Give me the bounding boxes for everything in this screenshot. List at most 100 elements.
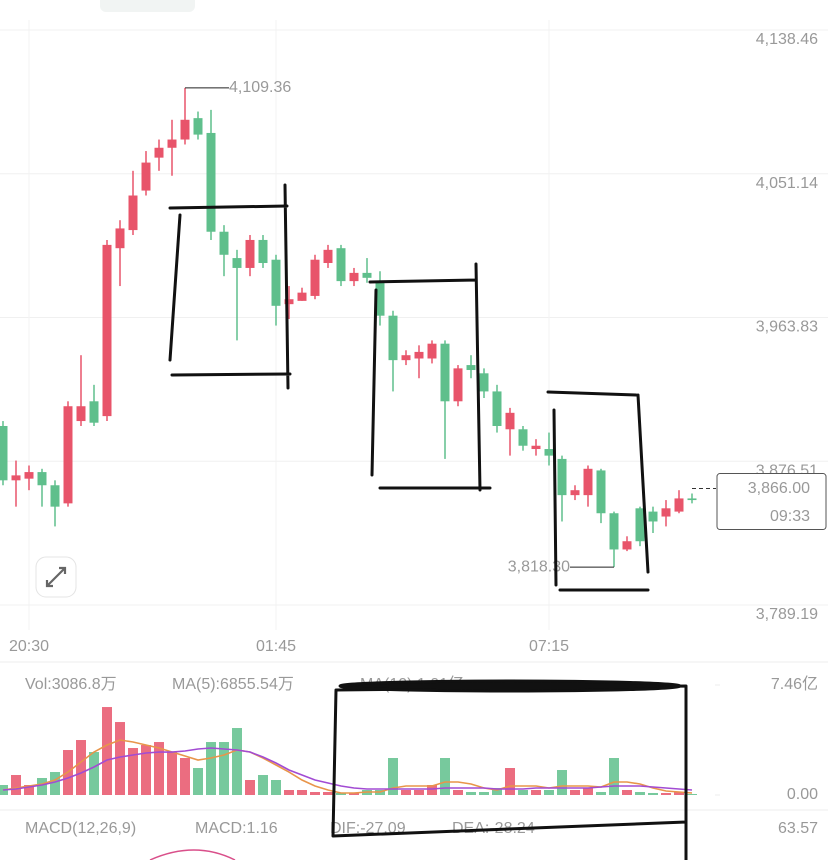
candle-body — [349, 272, 359, 282]
volume-bar — [310, 792, 320, 795]
candle-body — [583, 468, 593, 496]
legend-entry: MACD:1.16 — [195, 820, 278, 837]
candle-body — [206, 132, 216, 232]
volume-bar — [219, 742, 229, 795]
hand-box — [168, 183, 292, 390]
candle-body — [362, 272, 372, 278]
candle-body — [271, 259, 281, 306]
x-tick-label: 20:30 — [9, 638, 49, 655]
candle-body — [128, 195, 138, 231]
expand-icon — [45, 566, 67, 588]
volume-bar — [648, 792, 658, 795]
volume-bar — [466, 792, 476, 795]
y-tick-label: 3,789.19 — [756, 606, 818, 623]
candle-body — [180, 119, 190, 140]
volume-bar — [24, 785, 34, 795]
legend-entry: Vol:3086.8万 — [25, 676, 117, 693]
ma-line — [2, 747, 693, 791]
candle-body — [440, 343, 450, 402]
volume-bar — [37, 777, 47, 795]
volume-bar — [128, 748, 138, 795]
legend-entry: MACD(12,26,9) — [25, 820, 136, 837]
candle-body — [11, 475, 21, 481]
volume-bar — [271, 780, 281, 795]
candle-body — [453, 368, 463, 402]
candle-body — [609, 513, 619, 550]
volume-bar — [193, 768, 203, 795]
annotation: 4,109.36 — [229, 79, 291, 96]
volume-bar — [505, 768, 515, 795]
candle-body — [63, 406, 73, 504]
annotation: 3,818.30 — [508, 558, 570, 575]
volume-bar — [284, 790, 294, 795]
candle-body — [102, 244, 112, 417]
volume-bar — [609, 758, 619, 795]
volume-bar — [635, 792, 645, 795]
candle-body — [245, 239, 255, 268]
volume-bar — [167, 752, 177, 795]
y-tick-label: 4,051.14 — [756, 175, 818, 192]
candle-body — [505, 412, 515, 430]
candle-body — [401, 355, 411, 361]
volume-bar — [89, 752, 99, 795]
last-time: 09:33 — [770, 508, 810, 525]
volume-bar — [583, 787, 593, 795]
volume-bar — [154, 742, 164, 795]
candle-body — [219, 231, 229, 255]
price-box — [716, 473, 827, 531]
candle-body — [115, 228, 125, 249]
volume-bar — [570, 790, 580, 795]
candle-body — [284, 299, 294, 305]
volume-bar — [440, 758, 450, 795]
volume-bar — [453, 790, 463, 795]
candle-body — [141, 162, 151, 191]
candle-body — [336, 248, 346, 282]
expand-button[interactable] — [35, 556, 77, 598]
candle-body — [622, 541, 632, 550]
candle-body — [167, 139, 177, 148]
candle-body — [466, 365, 476, 371]
y-tick-label: 7.46亿 — [771, 675, 818, 693]
candle-body — [492, 391, 502, 426]
macd-curve — [149, 849, 236, 860]
volume-bar — [687, 793, 697, 795]
y-tick-label: 4,138.46 — [756, 31, 818, 48]
volume-bar — [232, 728, 242, 795]
volume-bar — [518, 790, 528, 795]
candle-body — [37, 472, 47, 486]
candle-body — [570, 490, 580, 496]
last-price: 3,866.00 — [748, 480, 810, 497]
candle-body — [76, 406, 86, 422]
scribble — [338, 679, 682, 693]
volume-bar — [661, 792, 671, 795]
legend-entry: MA(5):6855.54万 — [172, 676, 294, 693]
candle-body — [544, 449, 554, 456]
hand-box — [368, 262, 492, 492]
volume-bar — [596, 792, 606, 795]
volume-bar — [427, 785, 437, 795]
candle-body — [518, 429, 528, 446]
volume-bar — [557, 770, 567, 795]
candle-body — [375, 281, 385, 316]
volume-bar — [115, 722, 125, 795]
y-tick-label: 0.00 — [787, 786, 818, 803]
candle-body — [89, 401, 99, 423]
volume-bar — [479, 792, 489, 795]
x-tick-label: 07:15 — [529, 638, 569, 655]
candle-body — [193, 118, 203, 135]
candle-body — [310, 259, 320, 296]
volume-bar — [401, 790, 411, 795]
candle-body — [596, 470, 606, 514]
volume-bar — [180, 758, 190, 795]
candle-body — [50, 485, 60, 507]
hand-drawing — [168, 183, 688, 860]
candle-body — [661, 508, 671, 517]
volume-bar — [50, 772, 60, 795]
volume-bar — [323, 792, 333, 795]
volume-bar — [544, 790, 554, 795]
candle-body — [687, 498, 697, 501]
top-button[interactable] — [100, 0, 195, 12]
volume-bar — [297, 790, 307, 795]
